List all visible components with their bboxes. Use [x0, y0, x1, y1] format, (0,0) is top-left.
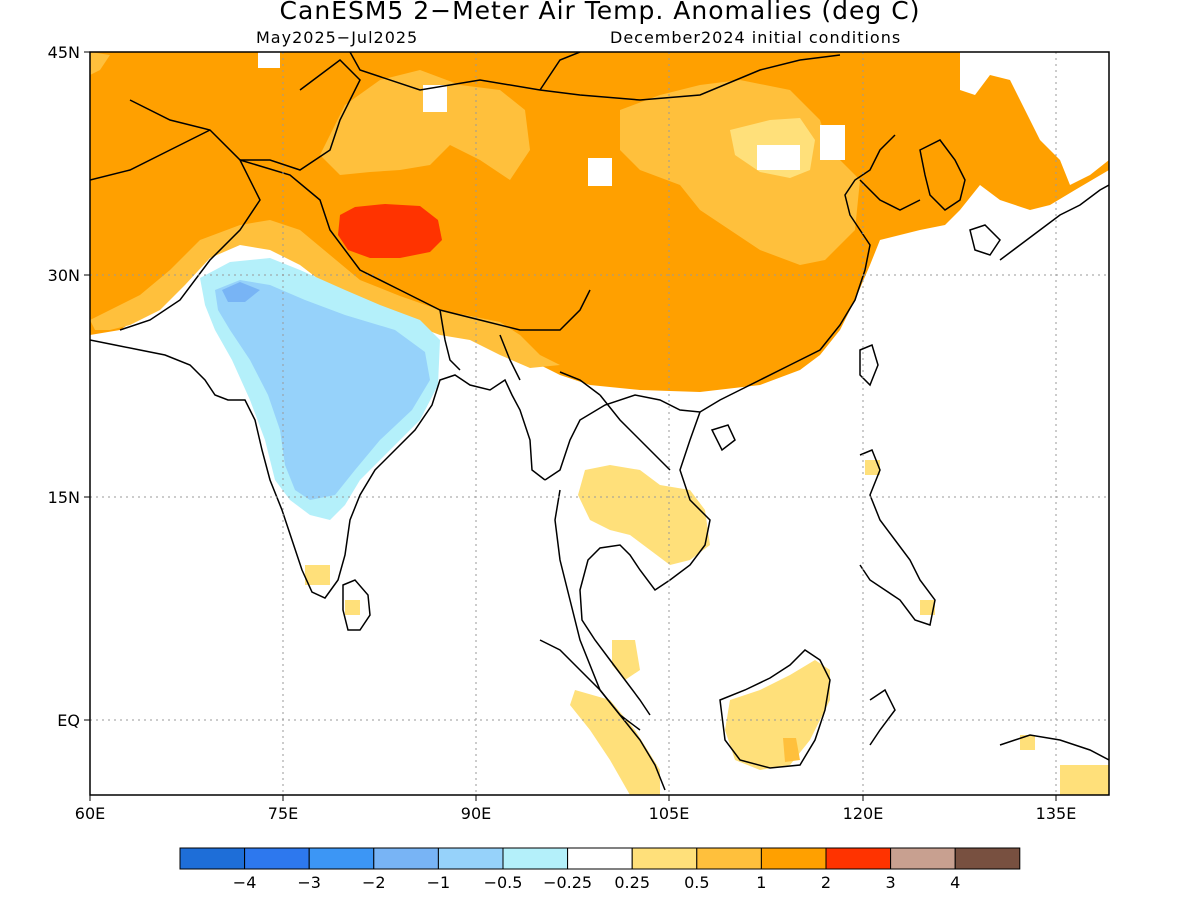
graticule	[90, 52, 1109, 795]
anomaly-region-0.5-1-d	[90, 220, 560, 368]
y-tick-labels: 45N 30N 15N EQ	[48, 43, 80, 730]
anomaly-shading	[90, 52, 1109, 795]
coastlines	[90, 52, 1109, 791]
colorbar-swatch	[244, 847, 310, 870]
y-tick-label: 45N	[48, 43, 80, 62]
anomaly-region-0.25-0.5-c	[725, 660, 830, 770]
x-tick-label: 135E	[1036, 804, 1077, 823]
colorbar-label: 2	[821, 873, 831, 892]
forecast-period: May2025−Jul2025	[256, 28, 419, 47]
anomaly-region-neg-1	[222, 282, 260, 302]
x-tick-label: 120E	[843, 804, 884, 823]
anomaly-region-0.5-1-c	[90, 52, 110, 75]
colorbar-label: −0.25	[543, 873, 592, 892]
map-frame	[89, 51, 1110, 796]
colorbar-label: −2	[362, 873, 386, 892]
anomaly-region-0.25-0.5-f	[305, 565, 360, 615]
colorbar-label: 1	[756, 873, 766, 892]
colorbar-swatch	[308, 847, 375, 870]
colorbar-swatch	[954, 847, 1021, 870]
colorbar-swatch	[437, 847, 504, 870]
colorbar-label: 4	[950, 873, 960, 892]
anomaly-region-1-2-small	[783, 738, 800, 762]
colorbar-swatch	[502, 847, 569, 870]
x-tick-label: 75E	[268, 804, 298, 823]
anomaly-region-0.25-0.5-b	[578, 465, 710, 565]
y-tick-label: 30N	[48, 266, 80, 285]
initial-conditions: December2024 initial conditions	[610, 28, 902, 47]
anomaly-region-2-3	[338, 204, 442, 258]
colorbar-swatch	[631, 847, 698, 870]
map-title: CanESM5 2−Meter Air Temp. Anomalies (deg…	[279, 0, 921, 25]
colorbar-label: −4	[233, 873, 257, 892]
colorbar-label: −1	[427, 873, 451, 892]
x-tick-label: 60E	[75, 804, 105, 823]
x-tick-label: 90E	[461, 804, 491, 823]
near-zero-cells	[258, 52, 1109, 186]
colorbar-swatch	[567, 847, 633, 870]
colorbar-swatch	[179, 847, 246, 870]
tick-marks	[84, 51, 1057, 801]
anomaly-region-0.5-1	[320, 70, 530, 180]
colorbar-swatch	[696, 847, 762, 870]
colorbar-swatch	[760, 847, 827, 870]
x-tick-label: 105E	[649, 804, 690, 823]
anomaly-region-0.25-0.5-e	[612, 640, 640, 680]
x-tick-labels: 60E 75E 90E 105E 120E 135E	[75, 804, 1077, 823]
colorbar: −4 −3 −2 −1 −0.5 −0.25 0.25 0.5 1 2 3 4	[179, 847, 1021, 892]
colorbar-label: −3	[297, 873, 321, 892]
colorbar-swatch	[373, 847, 439, 870]
colorbar-label: 0.5	[684, 873, 709, 892]
colorbar-label: 0.25	[614, 873, 650, 892]
colorbar-swatch	[825, 847, 892, 870]
colorbar-swatch	[890, 847, 956, 870]
y-tick-label: 15N	[48, 488, 80, 507]
colorbar-label: −0.5	[484, 873, 523, 892]
colorbar-label: 3	[886, 873, 896, 892]
y-tick-label: EQ	[57, 711, 80, 730]
anomaly-region-neg-0.5	[215, 280, 430, 500]
anomaly-region-0.25-0.5-d	[570, 690, 660, 795]
